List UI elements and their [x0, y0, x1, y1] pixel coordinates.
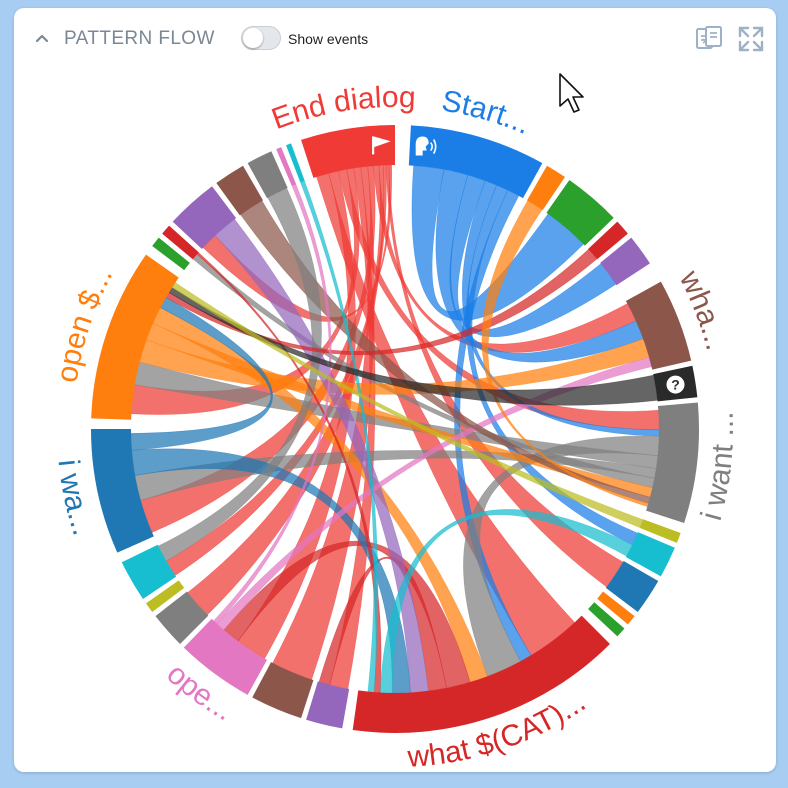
- group-arc-gr3[interactable]: [247, 151, 288, 199]
- group-arc-p1[interactable]: [600, 237, 650, 286]
- group-arc-open[interactable]: [91, 254, 179, 420]
- toggle-knob: [243, 28, 263, 48]
- group-label-iwant: i want ...: [695, 411, 740, 524]
- group-arc-p3[interactable]: [172, 186, 237, 249]
- group-arc-end[interactable]: [301, 125, 395, 178]
- mouse-cursor-icon: [559, 73, 584, 113]
- group-arc-c1[interactable]: [625, 532, 675, 577]
- show-events-label: Show events: [288, 31, 369, 47]
- ribbon-help-to-open[interactable]: [168, 287, 658, 406]
- pattern-flow-panel: PATTERN FLOW Show events ? Start... wha...…: [14, 8, 776, 772]
- chevron-up-icon[interactable]: [34, 30, 50, 46]
- ribbon-start-to-g1[interactable]: [411, 165, 584, 321]
- show-events-toggle[interactable]: [241, 26, 281, 50]
- group-arc-c3[interactable]: [286, 143, 305, 183]
- group-arc-y1[interactable]: [639, 519, 681, 543]
- expand-icon[interactable]: [736, 24, 766, 54]
- group-label-iwa: i wa...: [51, 458, 99, 539]
- group-arc-b1[interactable]: [605, 561, 659, 612]
- group-arc-g1[interactable]: [546, 179, 614, 246]
- group-arc-r1[interactable]: [588, 221, 628, 260]
- flag-icon: [372, 136, 391, 155]
- group-arc-o2[interactable]: [597, 591, 635, 625]
- group-arc-p2[interactable]: [306, 681, 350, 729]
- group-arc-br3[interactable]: [216, 165, 263, 216]
- panel-header: PATTERN FLOW Show events: [14, 8, 776, 70]
- group-arc-pk3[interactable]: [276, 147, 297, 186]
- ribbon-p3-to-whatcat[interactable]: [214, 218, 429, 693]
- group-arc-o1[interactable]: [527, 165, 565, 211]
- svg-text:?: ?: [671, 377, 680, 393]
- group-arc-whatcat[interactable]: [352, 615, 610, 733]
- group-arc-r3[interactable]: [162, 225, 199, 260]
- group-arc-layer: [91, 125, 699, 733]
- panel-title: PATTERN FLOW: [64, 28, 215, 49]
- group-arc-br2[interactable]: [252, 662, 314, 719]
- group-arc-g3[interactable]: [152, 237, 190, 271]
- group-arc-start[interactable]: [408, 125, 543, 199]
- group-arc-y2[interactable]: [145, 580, 185, 612]
- ribbon-c1-to-whatcat[interactable]: [379, 509, 633, 694]
- question-icon: ?: [666, 375, 685, 394]
- group-arc-wha[interactable]: [625, 281, 692, 370]
- chord-diagram: ?Start...wha...i want ...what $(CAT)...o…: [50, 81, 740, 772]
- compare-documents-icon[interactable]: [694, 24, 724, 54]
- group-arc-gr2[interactable]: [155, 591, 209, 644]
- group-arc-c2[interactable]: [121, 544, 177, 599]
- ribbon-layer: [130, 164, 660, 694]
- group-arc-iwant[interactable]: [646, 402, 699, 523]
- group-arc-g2[interactable]: [588, 602, 625, 637]
- group-arc-iwa[interactable]: [91, 429, 154, 553]
- group-arc-ope[interactable]: [183, 618, 268, 695]
- speaker-person-icon: [415, 136, 437, 156]
